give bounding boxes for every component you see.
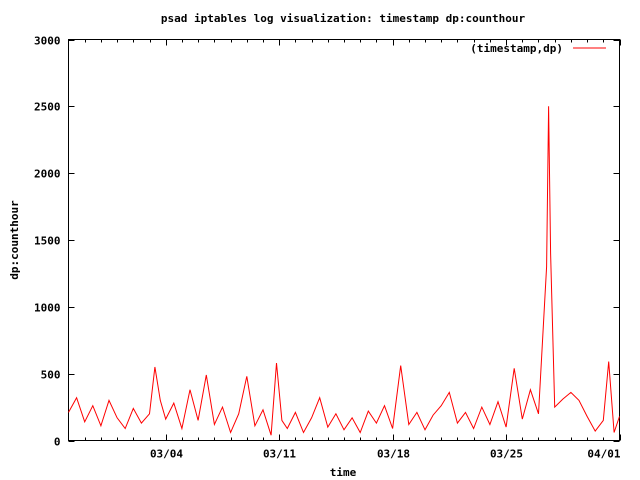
x-tick-label: 03/11 [263, 448, 296, 461]
y-tick-label: 0 [54, 436, 61, 449]
x-axis-label: time [330, 466, 357, 479]
y-axis: 0 500 1000 1500 2000 2500 3000 [34, 35, 620, 449]
y-axis-label: dp:counthour [8, 200, 21, 280]
y-tick-label: 500 [41, 369, 61, 382]
series-layer [68, 106, 620, 436]
y-tick-label: 2500 [34, 101, 61, 114]
x-axis: 03/04 03/11 03/18 03/25 04/01 [85, 39, 621, 461]
y-tick-label: 1500 [34, 235, 61, 248]
x-tick-label: 03/18 [377, 448, 410, 461]
y-tick-label: 2000 [34, 168, 61, 181]
x-tick-label: 03/04 [150, 448, 183, 461]
legend: (timestamp,dp) [470, 42, 606, 55]
legend-label: (timestamp,dp) [470, 42, 563, 55]
x-tick-label: 04/01 [587, 448, 620, 461]
plot-frame [68, 39, 620, 441]
x-tick-label: 03/25 [490, 448, 523, 461]
series-line-0 [68, 106, 620, 436]
y-tick-label: 3000 [34, 35, 61, 48]
chart-title: psad iptables log visualization: timesta… [161, 12, 526, 25]
y-tick-label: 1000 [34, 302, 61, 315]
